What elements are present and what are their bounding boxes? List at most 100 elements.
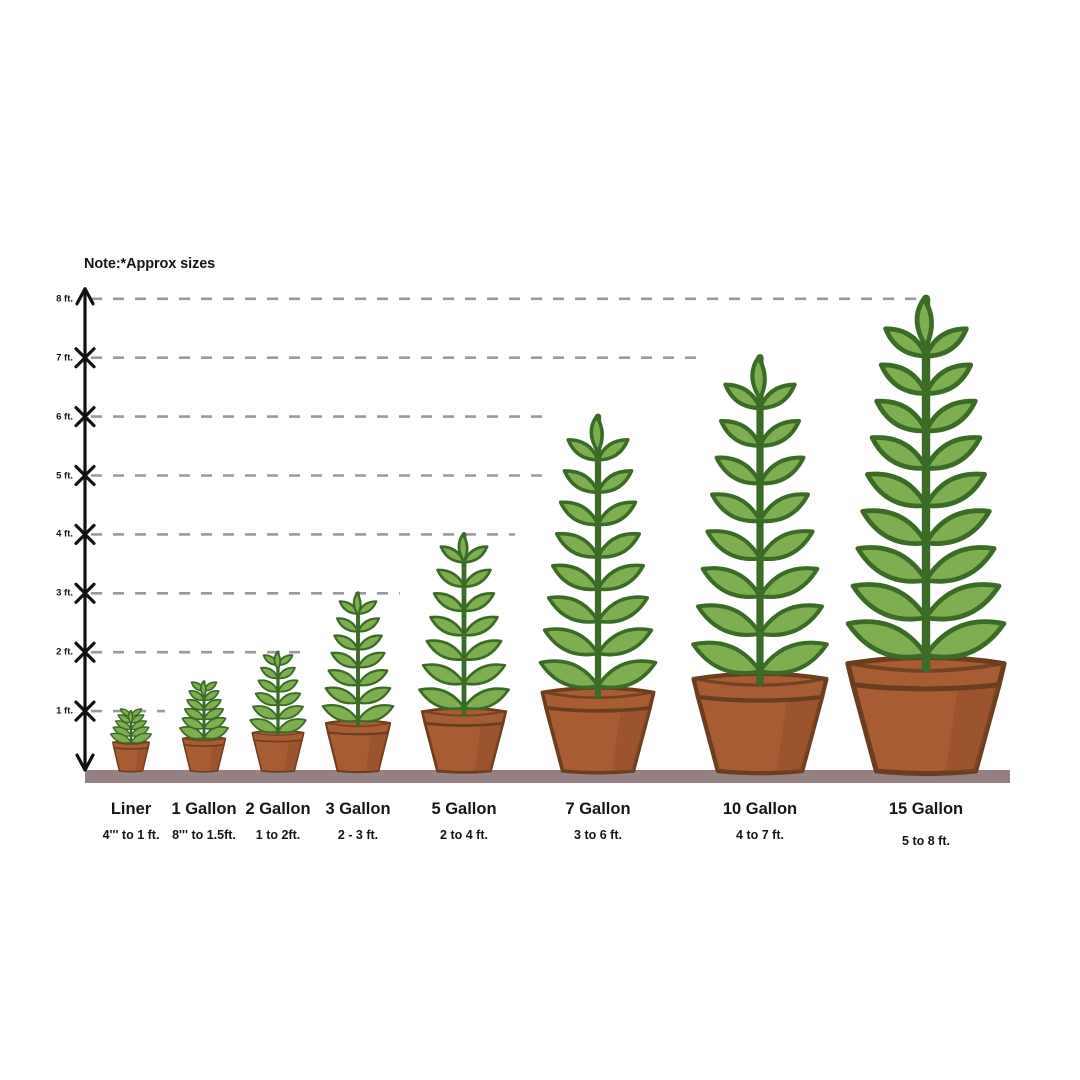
plant-group-2-gallon [249,650,307,773]
leaf [923,582,1002,622]
leaf [855,545,929,584]
pot-body [544,706,652,775]
leaf [462,592,496,613]
leaf [109,732,132,744]
pot [112,739,150,773]
leaf [356,704,395,723]
leaf [757,382,797,411]
pot-body [423,721,505,774]
leaf [257,679,279,693]
leaf [542,627,600,657]
leaf [462,663,507,686]
leaf [695,603,763,637]
plant-range-15-gallon: 5 to 8 ft. [902,834,950,848]
leaf [757,455,806,486]
leaf-terminal [589,414,604,454]
leaf [183,707,205,721]
leaf [418,687,466,711]
leaf [923,471,987,509]
leaf [923,545,997,584]
leaf [327,669,360,687]
leaf [356,617,381,633]
leaf [596,500,638,527]
leaf [558,500,600,527]
leaf [723,382,763,411]
leaf [850,582,929,622]
leaf [845,619,929,660]
tick-label-8ft: 8 ft. [56,293,73,305]
plant-name-2-gallon: 2 Gallon [245,800,311,818]
leaf [596,659,658,690]
pot-shading [284,740,302,771]
leaf [757,566,820,599]
leaf [356,686,392,705]
leaf [186,698,205,711]
plant-foliage [179,680,229,742]
plant-name-1-gallon: 1 Gallon [171,800,237,818]
leaf [252,705,279,720]
leaf [277,666,296,680]
leaf [203,690,220,702]
leaf [277,692,302,707]
leaf [333,634,360,651]
leaf [130,708,143,717]
leaf [923,398,978,434]
pot-shading [366,732,388,771]
pot-shading [209,744,224,771]
plant-name-3-gallon: 3 Gallon [325,800,391,818]
leaf [421,663,466,686]
leaf [130,732,153,744]
leaf [883,326,929,359]
plants-group [109,294,1007,777]
tick-label-5ft: 5 ft. [56,470,73,481]
leaf-terminal [199,680,207,698]
leaf [714,455,763,486]
plant-range-7-gallon: 3 to 6 ft. [574,828,622,842]
tick-label-3ft: 3 ft. [56,587,73,599]
leaf [923,508,992,546]
leaf [203,698,222,711]
plant-foliage [109,708,153,745]
pot [420,706,508,774]
pot-body [113,747,149,773]
axis-arrow-up [75,287,95,306]
plant-range-2-gallon: 1 to 2ft. [255,828,301,842]
leaf [757,603,825,637]
leaf [462,568,492,588]
gridlines-group [91,297,920,713]
tick-label-7ft: 7 ft. [56,352,73,364]
leaf [757,640,829,676]
axis-arrow-down [75,753,95,772]
leaf [432,592,466,613]
leaf [356,600,378,615]
plant-foliage [538,413,658,699]
plant-group-1-gallon [179,680,229,773]
leaf-terminal [273,651,282,671]
leaf [277,705,304,720]
pot [181,735,227,773]
leaf [425,639,466,662]
plant-range-1-gallon: 8''' to 1.5ft. [172,828,236,842]
leaf [691,640,763,676]
pot [540,686,656,775]
plant-name-7-gallon: 7 Gallon [565,800,631,818]
leaf [878,362,929,396]
leaf [757,529,815,562]
leaf [923,362,974,396]
leaf [865,471,929,509]
leaf [335,617,360,633]
pot-shading [612,707,650,771]
leaf [277,679,299,693]
leaf [554,531,600,559]
plant-group-3-gallon [321,591,395,774]
leaf [462,639,503,662]
axis-tick-3ft [74,582,96,604]
leaf [923,435,983,471]
leaf [869,435,929,471]
tick-label-2ft: 2 ft. [56,646,73,658]
plant-name-5-gallon: 5 Gallon [431,800,497,818]
leaf [710,492,763,524]
leaf [356,669,389,687]
